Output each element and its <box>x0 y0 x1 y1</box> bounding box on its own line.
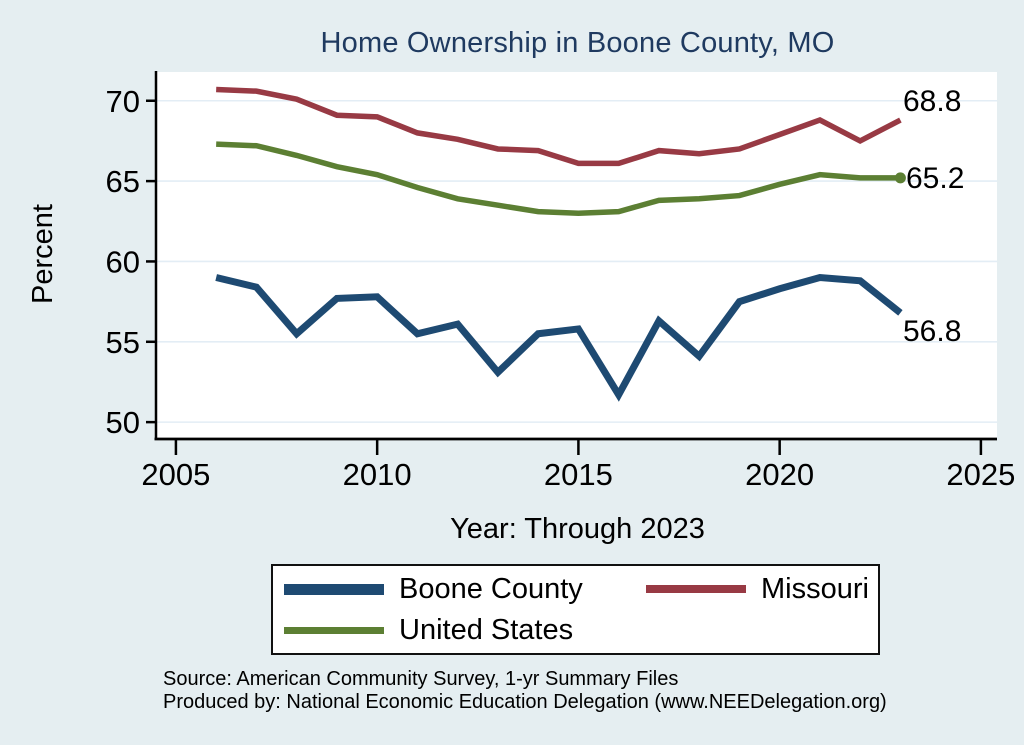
source-line: Source: American Community Survey, 1-yr … <box>163 668 679 690</box>
legend-row: United States <box>284 610 878 651</box>
legend-label-boone-county: Boone County <box>399 572 583 605</box>
x-tick-label: 2010 <box>343 457 412 492</box>
y-tick-label: 50 <box>106 405 140 440</box>
legend-line-swatch-missouri <box>646 585 746 593</box>
line-chart: 50 55 60 65 70 2005 2010 2015 2020 2025 <box>106 71 1015 492</box>
y-tick-label: 60 <box>106 244 140 279</box>
series-end-marker <box>894 172 906 184</box>
x-tick-label: 2005 <box>141 457 210 492</box>
y-tick-label: 70 <box>106 84 140 119</box>
data-label-missouri: 68.8 <box>903 85 962 118</box>
legend-label-united-states: United States <box>399 613 574 646</box>
legend-line-swatch-boone-county <box>284 583 384 595</box>
x-tick-label: 2015 <box>544 457 613 492</box>
series-line-united-states <box>216 141 901 216</box>
x-tick-label: 2025 <box>946 457 1015 492</box>
legend-row: Boone County Missouri <box>284 569 878 610</box>
data-label-boone-county: 56.8 <box>903 315 962 348</box>
series-line-boone-county <box>215 273 903 402</box>
legend-line-swatch-united-states <box>284 626 384 634</box>
legend-label-missouri: Missouri <box>761 572 869 605</box>
x-tick-label: 2020 <box>745 457 814 492</box>
x-axis-title: Year: Through 2023 <box>450 513 705 545</box>
y-tick-label: 65 <box>106 164 140 199</box>
series-line-missouri <box>216 86 902 167</box>
plot-area <box>157 72 997 439</box>
legend: Boone County Missouri United States <box>271 564 880 655</box>
y-tick-label: 55 <box>106 325 140 360</box>
source-note: Source: American Community Survey, 1-yr … <box>163 668 1003 714</box>
data-label-united-states: 65.2 <box>906 162 965 195</box>
chart-title: Home Ownership in Boone County, MO <box>320 27 835 59</box>
producer-line: Produced by: National Economic Education… <box>163 691 887 713</box>
